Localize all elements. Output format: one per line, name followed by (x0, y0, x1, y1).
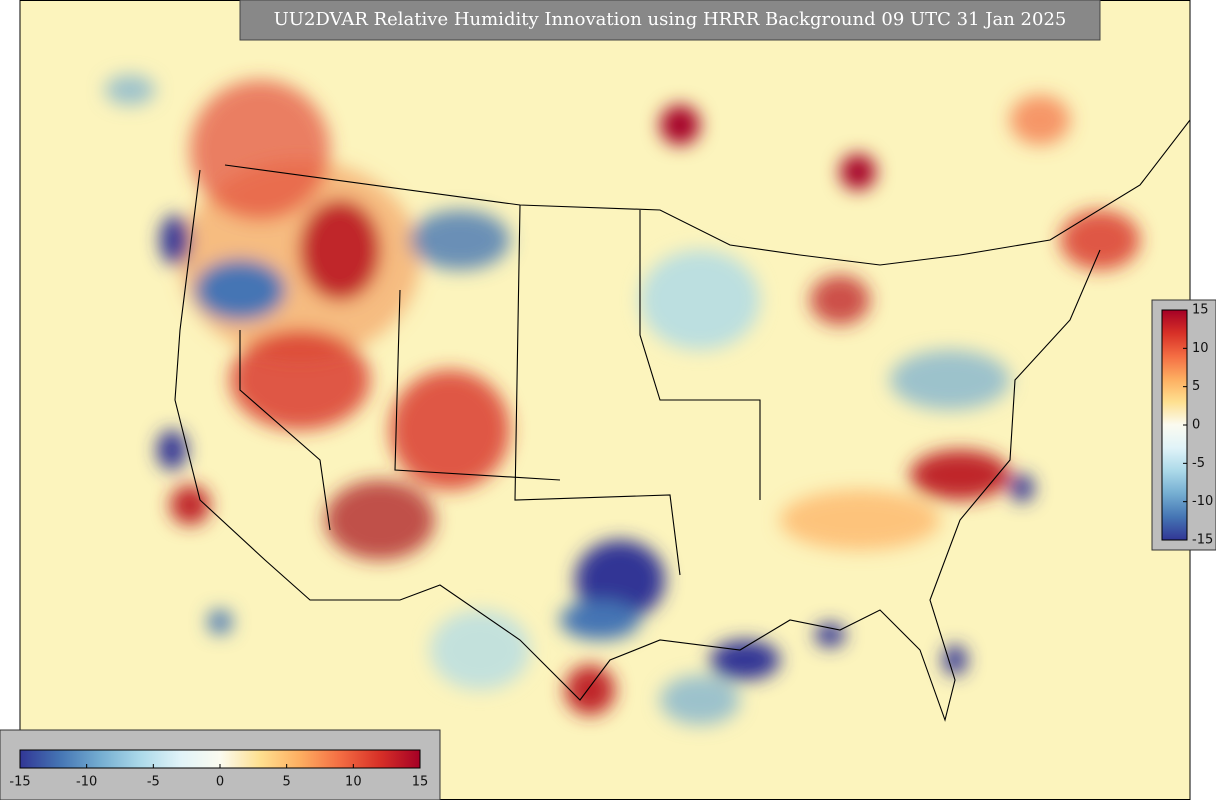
colorbar-tick-label: -5 (147, 775, 160, 790)
colorbar-tick-label: 0 (1192, 418, 1200, 433)
colorbar-tick-label: -10 (1192, 494, 1213, 509)
innovation-field (105, 75, 1140, 725)
colorbar-tick-label: 0 (216, 775, 224, 790)
title-box (239, 0, 1101, 41)
colorbar-tick-label: -10 (76, 775, 97, 790)
colorbar-tick-label: -5 (1192, 456, 1205, 471)
title: UU2DVAR Relative Humidity Innovation usi… (274, 9, 1067, 30)
colorbar-tick-label: 10 (345, 775, 362, 790)
colorbar-tick-label: 5 (283, 775, 291, 790)
colorbar (1161, 309, 1188, 541)
colorbar-tick-label: 5 (1192, 379, 1200, 394)
colorbar-tick-label: -15 (9, 775, 30, 790)
boundaries (174, 119, 1191, 722)
colorbar-tick-label: -15 (1192, 533, 1213, 548)
colorbar-tick-label: 15 (412, 775, 429, 790)
colorbar-tick-label: 15 (1192, 303, 1209, 318)
colorbar-tick-label: 10 (1192, 341, 1209, 356)
